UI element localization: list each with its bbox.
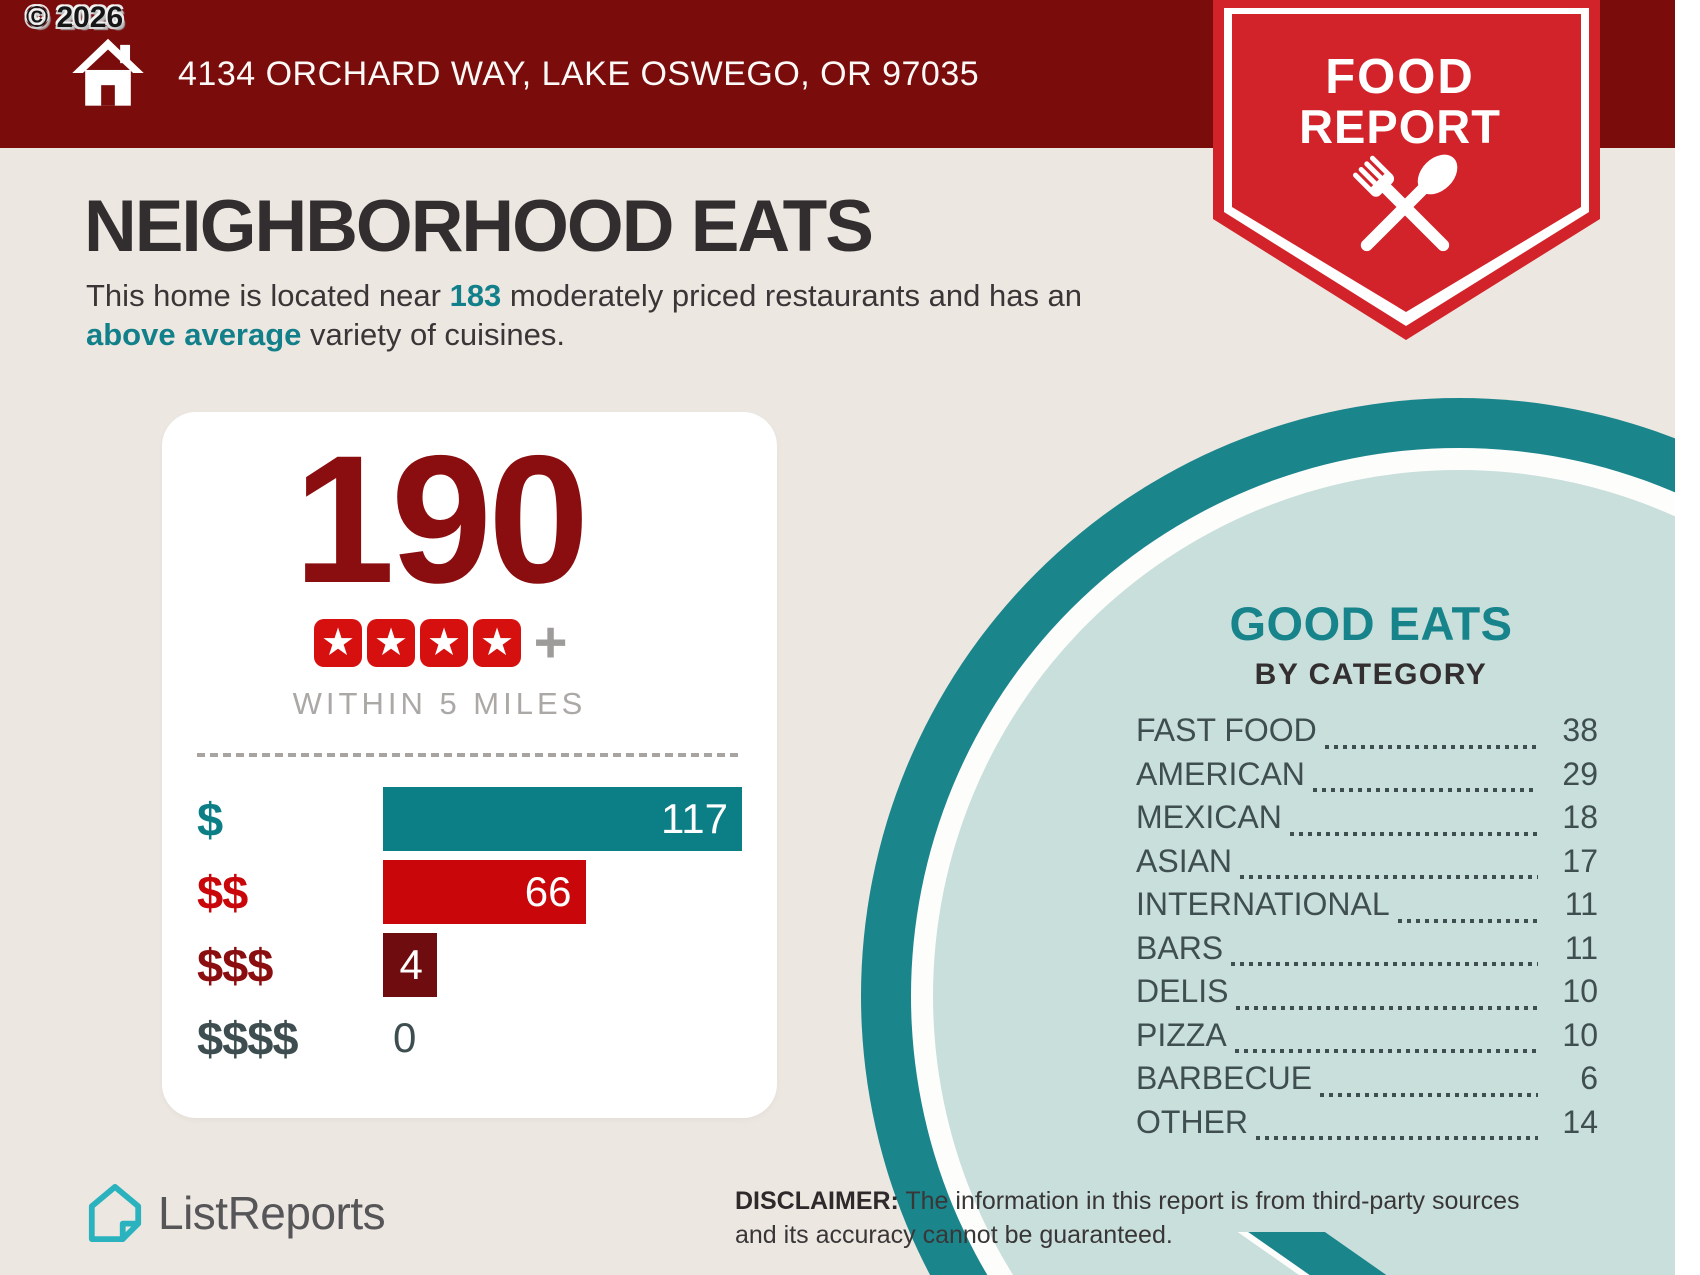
dotted-leader bbox=[1320, 1092, 1538, 1097]
star-icon: ★ bbox=[473, 619, 522, 667]
category-count: 14 bbox=[1562, 1103, 1598, 1140]
category-row: ASIAN 17 bbox=[1136, 843, 1598, 887]
category-row: AMERICAN 29 bbox=[1136, 756, 1598, 800]
category-count: 10 bbox=[1562, 1016, 1598, 1053]
listreports-logo: ListReports bbox=[86, 1182, 386, 1244]
dotted-leader bbox=[1234, 1049, 1538, 1053]
category-label: AMERICAN bbox=[1136, 755, 1305, 792]
dotted-leader bbox=[1256, 1136, 1538, 1140]
category-row: FAST FOOD 38 bbox=[1136, 712, 1598, 756]
dashed-divider bbox=[197, 753, 742, 757]
category-count: 10 bbox=[1562, 973, 1598, 1009]
category-row: PIZZA 10 bbox=[1136, 1017, 1598, 1061]
price-level-bar: 117 bbox=[383, 787, 742, 851]
category-label: ASIAN bbox=[1136, 842, 1233, 879]
page-title: NEIGHBORHOOD EATS bbox=[84, 186, 874, 267]
badge-line2: REPORT bbox=[1299, 100, 1501, 153]
price-level-bar: 4 bbox=[383, 933, 437, 997]
category-row: BARBECUE 6 bbox=[1136, 1060, 1598, 1104]
category-count: 38 bbox=[1562, 712, 1598, 748]
dotted-leader bbox=[1236, 1005, 1538, 1010]
price-level-bar-chart: $117 $$ 66 $$$ 4 $$$$ 0 bbox=[197, 787, 742, 1070]
category-count: 11 bbox=[1564, 929, 1598, 966]
category-count: 17 bbox=[1562, 842, 1598, 879]
summary-sentence: This home is located near 183 moderately… bbox=[86, 278, 1083, 352]
dotted-leader bbox=[1312, 788, 1538, 792]
star-icon: ★ bbox=[314, 619, 363, 667]
star-icon: ★ bbox=[420, 619, 469, 667]
restaurant-count-highlight: 183 bbox=[449, 278, 502, 313]
restaurant-count: 190 bbox=[293, 417, 590, 621]
category-count-list: FAST FOOD 38 AMERICAN 29 MEXICAN 18 ASIAN 17 INT… bbox=[1136, 712, 1598, 1147]
category-row: BARS 11 bbox=[1136, 930, 1598, 974]
dotted-leader bbox=[1397, 918, 1538, 923]
category-label: BARBECUE bbox=[1136, 1060, 1313, 1096]
good-eats-heading: GOOD EATS BY CATEGORY bbox=[1140, 596, 1602, 692]
star-icon: ★ bbox=[367, 619, 416, 667]
price-level-label: $$$$ bbox=[197, 1011, 299, 1065]
category-count: 11 bbox=[1564, 886, 1598, 922]
bar-track: 4 bbox=[383, 933, 742, 997]
copyright-text: © 2026 bbox=[26, 1, 124, 34]
price-level-label: $$$ bbox=[197, 938, 273, 992]
good-eats-subtitle: BY CATEGORY bbox=[1254, 658, 1488, 691]
price-level-bar: 66 bbox=[383, 860, 586, 924]
category-label: FAST FOOD bbox=[1136, 712, 1317, 748]
price-chart-row: $$ 66 bbox=[197, 860, 742, 924]
bar-track: 66 bbox=[383, 860, 742, 924]
category-count: 29 bbox=[1562, 755, 1598, 792]
category-label: OTHER bbox=[1136, 1103, 1248, 1140]
price-level-zero-value: 0 bbox=[393, 1014, 417, 1061]
category-label: BARS bbox=[1136, 929, 1224, 966]
price-chart-row: $$$ 4 bbox=[197, 933, 742, 997]
rating-stars: ★ ★ ★ ★ + bbox=[197, 610, 742, 675]
property-address: 4134 ORCHARD WAY, LAKE OSWEGO, OR 97035 bbox=[178, 54, 980, 93]
within-miles-label: WITHIN 5 MILES bbox=[292, 686, 587, 721]
category-row: OTHER 14 bbox=[1136, 1104, 1598, 1148]
price-level-label: $$ bbox=[197, 865, 248, 919]
category-row: DELIS 10 bbox=[1136, 973, 1598, 1017]
good-eats-title: GOOD EATS bbox=[1229, 597, 1513, 650]
dotted-leader bbox=[1289, 831, 1538, 836]
category-row: INTERNATIONAL 11 bbox=[1136, 886, 1598, 930]
category-count: 18 bbox=[1562, 799, 1598, 835]
restaurant-summary-card: 190 ★ ★ ★ ★ + WITHIN 5 MILES $117 $$ 66 $$$ 4 $$$… bbox=[162, 412, 777, 1118]
listreports-wordmark: ListReports bbox=[158, 1187, 386, 1239]
category-label: DELIS bbox=[1136, 973, 1229, 1009]
food-report-badge: FOOD REPORT bbox=[1213, 0, 1600, 340]
disclaimer-text: DISCLAIMER: The information in this repo… bbox=[735, 1187, 1520, 1249]
plus-icon: + bbox=[533, 610, 568, 675]
dotted-leader bbox=[1240, 875, 1538, 879]
dotted-leader bbox=[1231, 962, 1538, 966]
category-row: MEXICAN 18 bbox=[1136, 799, 1598, 843]
variety-highlight: above average bbox=[86, 317, 302, 352]
bar-track: 0 bbox=[383, 1006, 742, 1070]
crossed-spoon-fork-icon bbox=[1353, 154, 1458, 252]
badge-line1: FOOD bbox=[1325, 50, 1475, 104]
category-label: PIZZA bbox=[1136, 1016, 1227, 1053]
category-count: 6 bbox=[1580, 1060, 1598, 1096]
price-chart-row: $117 bbox=[197, 787, 742, 851]
price-level-label: $ bbox=[197, 792, 223, 846]
bar-track: 117 bbox=[383, 787, 742, 851]
listreports-house-icon bbox=[88, 1183, 142, 1242]
category-label: INTERNATIONAL bbox=[1136, 886, 1390, 922]
dotted-leader bbox=[1324, 744, 1538, 749]
home-icon bbox=[72, 38, 144, 106]
category-label: MEXICAN bbox=[1136, 799, 1282, 835]
price-chart-row: $$$$ 0 bbox=[197, 1006, 742, 1070]
